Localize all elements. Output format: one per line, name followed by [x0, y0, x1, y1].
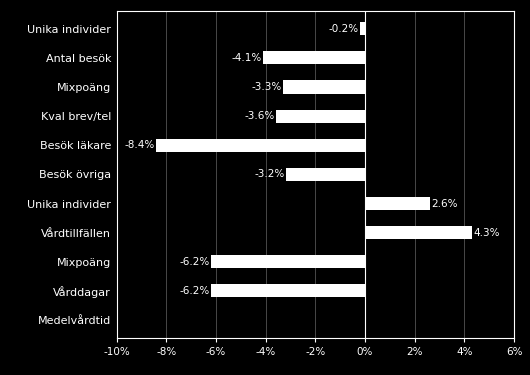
Text: 2.6%: 2.6% [431, 198, 457, 208]
Text: -6.2%: -6.2% [180, 257, 210, 267]
Bar [263, 51, 365, 64]
Bar [283, 80, 365, 93]
Text: -3.6%: -3.6% [244, 111, 275, 121]
Text: -3.2%: -3.2% [254, 170, 284, 179]
Bar [286, 168, 365, 181]
Text: -0.2%: -0.2% [329, 24, 359, 34]
Bar [276, 110, 365, 123]
Bar [156, 139, 365, 152]
Bar [211, 284, 365, 297]
Text: -6.2%: -6.2% [180, 286, 210, 296]
Text: 4.3%: 4.3% [473, 228, 500, 238]
Bar [211, 255, 365, 268]
Text: -4.1%: -4.1% [232, 53, 262, 63]
Bar [365, 197, 430, 210]
Text: -8.4%: -8.4% [125, 140, 155, 150]
Bar [360, 22, 365, 35]
Bar [365, 226, 472, 239]
Text: -3.3%: -3.3% [252, 82, 282, 92]
